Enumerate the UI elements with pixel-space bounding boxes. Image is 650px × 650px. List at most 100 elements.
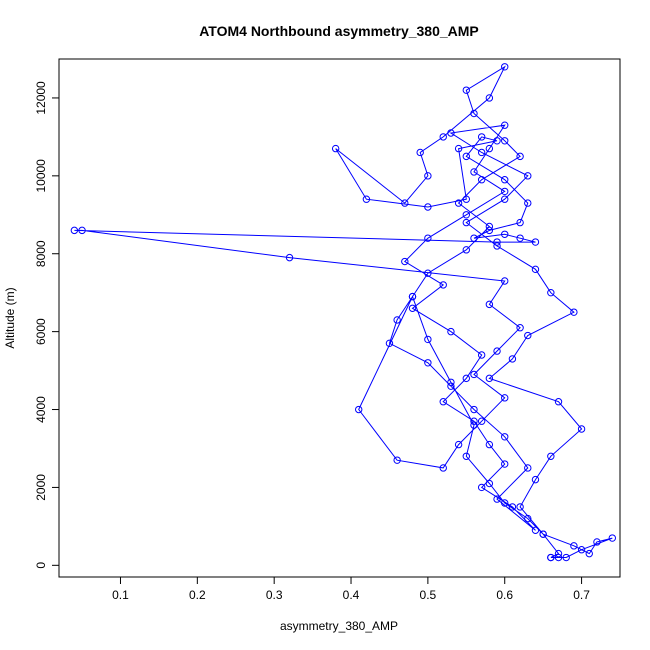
data-point — [508, 355, 517, 363]
x-tick-label: 0.2 — [189, 588, 206, 602]
data-point — [462, 246, 471, 254]
data-point — [531, 526, 540, 534]
data-point — [501, 230, 509, 238]
data-point — [470, 168, 478, 176]
data-point — [493, 137, 501, 145]
data-point — [539, 530, 547, 538]
data-point — [477, 483, 486, 492]
data-point — [554, 553, 563, 562]
plot-area — [70, 63, 617, 562]
data-point — [439, 398, 447, 406]
data-point — [501, 195, 509, 203]
data-point — [501, 394, 509, 402]
data-point — [577, 425, 586, 433]
data-point — [547, 288, 555, 297]
data-point — [516, 218, 524, 227]
data-point — [501, 187, 509, 196]
data-point — [424, 172, 432, 180]
data-point — [554, 549, 563, 558]
data-point — [516, 503, 524, 511]
data-point — [524, 464, 532, 472]
data-point — [477, 176, 486, 184]
data-point — [470, 109, 478, 118]
x-tick-label: 0.4 — [343, 588, 360, 602]
data-point — [524, 172, 532, 180]
data-point — [547, 452, 555, 460]
x-axis: 0.1 0.2 0.3 0.4 0.5 0.6 0.7 — [112, 576, 590, 602]
x-tick-label: 0.3 — [266, 588, 283, 602]
data-point — [501, 121, 509, 129]
x-tick-label: 0.6 — [496, 588, 513, 602]
data-point — [424, 203, 432, 211]
data-point — [493, 242, 501, 250]
data-point — [454, 199, 463, 207]
data-point — [78, 226, 86, 235]
data-point — [493, 347, 501, 355]
y-axis: 0 2000 4000 6000 8000 10000 12000 — [34, 81, 60, 569]
data-point — [524, 331, 532, 340]
data-point — [424, 269, 432, 277]
data-point — [493, 238, 501, 246]
data-point — [485, 479, 494, 488]
x-axis-label: asymmetry_380_AMP — [280, 619, 398, 633]
data-point — [462, 374, 471, 383]
data-point — [477, 148, 486, 157]
data-point — [501, 499, 509, 507]
data-point — [562, 553, 570, 562]
data-point — [524, 199, 532, 207]
data-point — [362, 195, 371, 203]
y-tick-label: 2000 — [34, 474, 48, 501]
data-point — [470, 234, 478, 242]
data-point — [439, 133, 447, 141]
data-point — [462, 211, 471, 219]
data-point — [501, 63, 509, 71]
data-point — [401, 199, 409, 207]
data-point — [447, 129, 455, 137]
data-point — [447, 382, 455, 390]
data-point — [485, 300, 494, 309]
data-point — [485, 94, 494, 102]
data-point — [508, 503, 517, 511]
data-point — [355, 405, 363, 414]
data-point — [570, 542, 578, 550]
data-point — [470, 421, 478, 429]
data-point — [485, 440, 494, 449]
data-point — [408, 304, 417, 312]
data-point — [593, 538, 601, 546]
data-point — [462, 218, 471, 227]
data-point — [462, 86, 471, 94]
data-point — [416, 148, 424, 157]
data-point — [485, 374, 494, 383]
data-point — [462, 152, 471, 161]
x-tick-label: 0.1 — [112, 588, 129, 602]
y-tick-label: 12000 — [34, 81, 48, 115]
data-point — [454, 144, 463, 153]
data-point — [462, 452, 471, 460]
y-axis-label: Altitude (m) — [3, 287, 17, 348]
data-point — [485, 144, 494, 153]
data-point — [393, 316, 401, 324]
data-point — [516, 324, 524, 332]
x-tick-label: 0.5 — [420, 588, 437, 602]
chart-title: ATOM4 Northbound asymmetry_380_AMP — [199, 23, 479, 39]
data-point — [477, 133, 486, 141]
data-point — [577, 546, 586, 554]
data-point — [393, 456, 401, 464]
data-point — [554, 398, 563, 406]
data-point — [401, 257, 409, 266]
x-tick-label: 0.7 — [573, 588, 590, 602]
data-point — [485, 222, 494, 231]
data-point — [477, 417, 486, 425]
data-point — [501, 176, 509, 184]
y-tick-label: 6000 — [34, 318, 48, 345]
data-point — [424, 359, 432, 367]
data-point — [447, 378, 455, 386]
data-point — [70, 226, 79, 235]
y-tick-label: 0 — [34, 562, 48, 569]
y-tick-label: 4000 — [34, 396, 48, 423]
data-point — [516, 234, 524, 242]
data-point — [424, 335, 432, 344]
y-tick-label: 10000 — [34, 159, 48, 193]
